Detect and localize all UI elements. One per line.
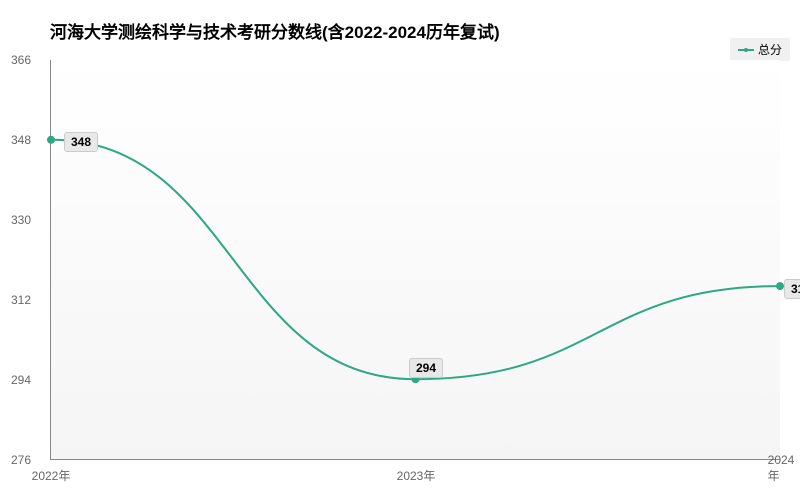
data-point-label: 315: [784, 279, 800, 299]
y-axis-tick: 330: [11, 213, 31, 227]
chart-container: 河海大学测绘科学与技术考研分数线(含2022-2024历年复试) 总分 2762…: [0, 0, 800, 500]
legend: 总分: [730, 38, 790, 61]
legend-label: 总分: [758, 41, 782, 58]
plot-area: 2762943123303483662022年2023年2024年3482943…: [50, 60, 780, 460]
y-axis-tick: 276: [11, 453, 31, 467]
series-line: [51, 140, 780, 379]
y-axis-tick: 294: [11, 373, 31, 387]
x-axis-tick: 2022年: [32, 467, 71, 484]
y-axis-tick: 312: [11, 293, 31, 307]
y-axis-tick: 366: [11, 53, 31, 67]
y-axis-tick: 348: [11, 133, 31, 147]
data-point-label: 294: [409, 358, 443, 378]
legend-marker-icon: [738, 49, 754, 51]
x-axis-tick: 2024年: [768, 453, 795, 484]
line-chart-svg: [51, 60, 780, 459]
chart-title: 河海大学测绘科学与技术考研分数线(含2022-2024历年复试): [50, 18, 500, 43]
data-point-marker: [776, 282, 784, 290]
x-axis-tick: 2023年: [397, 467, 436, 484]
data-point-marker: [47, 136, 55, 144]
data-point-label: 348: [64, 132, 98, 152]
